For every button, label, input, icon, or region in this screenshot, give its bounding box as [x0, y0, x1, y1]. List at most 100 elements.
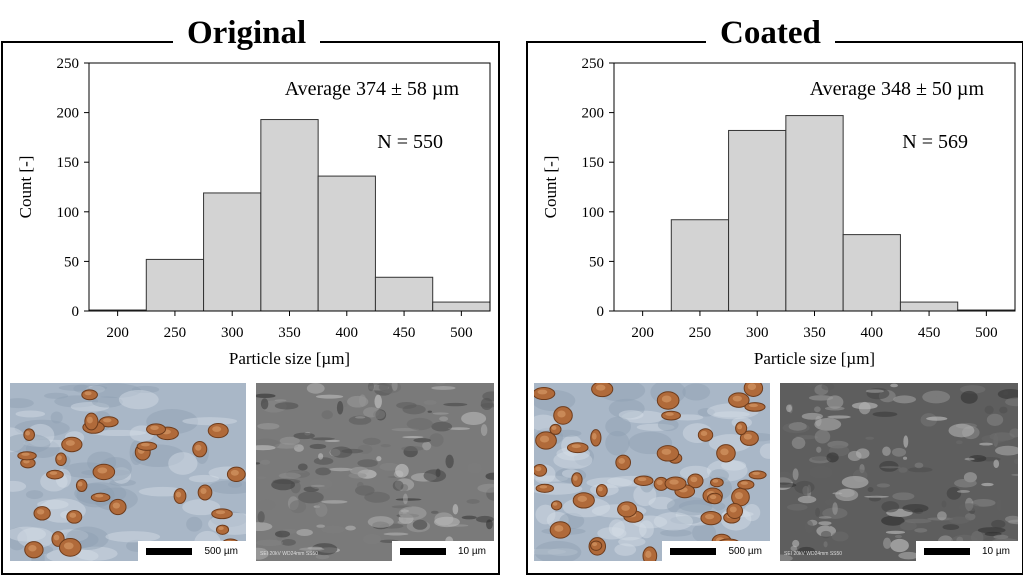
x-tick-label: 300 — [221, 325, 244, 341]
sem-texture — [797, 546, 815, 555]
sem-texture — [898, 467, 908, 473]
sem-texture — [865, 389, 885, 393]
sem-texture — [429, 433, 444, 447]
sem-info-text: SEI 20kV WD24mm SS50 — [260, 551, 319, 557]
particle-highlight — [215, 510, 226, 515]
sem-texture — [968, 455, 987, 462]
sem-texture — [391, 383, 398, 392]
scale-bar-label: 500 µm — [204, 545, 238, 557]
histogram-bar — [728, 129, 787, 312]
sem-texture — [280, 539, 296, 546]
sem-texture — [926, 392, 937, 401]
particle — [710, 477, 724, 488]
sem-texture — [1005, 397, 1018, 407]
histogram-bar — [785, 115, 844, 312]
sem-texture — [379, 462, 400, 471]
scale-bar-line — [400, 547, 446, 555]
substrate-texture — [605, 416, 632, 437]
sem-texture — [867, 487, 874, 493]
sem-texture — [432, 412, 449, 415]
scale-bar-sem: 10 µm — [392, 541, 494, 561]
substrate-texture — [608, 519, 625, 537]
particle-highlight — [218, 526, 224, 531]
sem-texture — [814, 429, 831, 444]
histogram-bar — [260, 119, 319, 312]
substrate-texture — [553, 450, 593, 470]
y-tick-label: 0 — [72, 304, 80, 320]
particle-highlight — [212, 426, 222, 432]
scale-bar-sem: 10 µm — [916, 541, 1018, 561]
sem-texture — [316, 524, 326, 528]
sem-texture — [467, 462, 482, 474]
substrate-texture — [25, 490, 44, 500]
sem-texture — [948, 423, 975, 438]
sem-texture — [328, 467, 353, 472]
sem-texture — [422, 441, 432, 451]
substrate-texture — [111, 467, 132, 484]
sem-texture — [260, 459, 271, 465]
sem-texture — [363, 534, 382, 545]
sem-texture — [256, 476, 267, 480]
sem-texture — [330, 446, 353, 458]
sem-texture — [954, 478, 977, 488]
particle-highlight — [537, 389, 548, 395]
particle-highlight — [86, 416, 93, 424]
particle — [550, 500, 563, 511]
sem-image — [256, 383, 494, 561]
sem-texture — [914, 462, 924, 469]
y-axis-label: Count [-] — [16, 156, 35, 219]
particle-highlight — [554, 525, 564, 532]
sem-texture — [827, 415, 851, 419]
particle-highlight — [752, 471, 760, 476]
particle-highlight — [592, 433, 597, 440]
sem-texture — [274, 402, 299, 410]
y-tick-label: 250 — [582, 56, 605, 72]
y-tick-label: 50 — [64, 254, 79, 270]
particle-highlight — [23, 459, 30, 464]
sem-texture — [274, 399, 287, 402]
substrate-texture — [666, 496, 713, 516]
sem-texture — [413, 438, 432, 443]
particle-highlight — [539, 485, 548, 489]
y-tick-label: 150 — [582, 155, 605, 171]
sem-texture — [402, 404, 426, 415]
panel-title: Original — [173, 13, 321, 53]
sem-texture — [832, 502, 838, 515]
sem-texture — [902, 503, 929, 513]
substrate-texture — [614, 543, 637, 556]
histogram-bar — [203, 192, 262, 312]
sem-texture — [321, 500, 348, 504]
sem-texture — [872, 411, 898, 417]
particle-highlight — [737, 424, 743, 430]
sem-texture — [892, 395, 917, 404]
sem-image — [780, 383, 1018, 561]
substrate-texture — [10, 398, 34, 409]
substrate-texture — [10, 427, 26, 453]
substrate-texture — [70, 402, 110, 412]
y-tick-label: 250 — [57, 56, 80, 72]
sem-texture — [941, 500, 947, 508]
sem-texture — [937, 511, 947, 521]
sem-texture — [477, 483, 494, 493]
substrate-texture — [618, 410, 644, 420]
particle-highlight — [65, 440, 75, 446]
x-tick-label: 450 — [393, 325, 416, 341]
sem-texture — [993, 534, 1009, 540]
substrate-texture — [105, 531, 161, 543]
histogram-bar — [432, 301, 491, 312]
particle-highlight — [230, 469, 239, 476]
sem-texture — [880, 466, 901, 469]
sem-texture — [296, 529, 313, 537]
substrate-texture — [182, 417, 238, 426]
sem-texture — [981, 482, 994, 487]
particle-highlight — [36, 509, 45, 515]
particle-highlight — [84, 391, 92, 396]
sem-texture — [957, 490, 970, 493]
substrate-texture — [618, 537, 646, 547]
scale-bar-optical: 500 µm — [662, 541, 770, 561]
sem-info-text: SEI 20kV WD24mm SS50 — [784, 551, 843, 557]
optical-micrograph-original: 500 µm — [10, 383, 246, 561]
sem-texture — [402, 436, 424, 439]
sem-texture — [960, 390, 978, 404]
x-tick-label: 300 — [746, 325, 769, 341]
